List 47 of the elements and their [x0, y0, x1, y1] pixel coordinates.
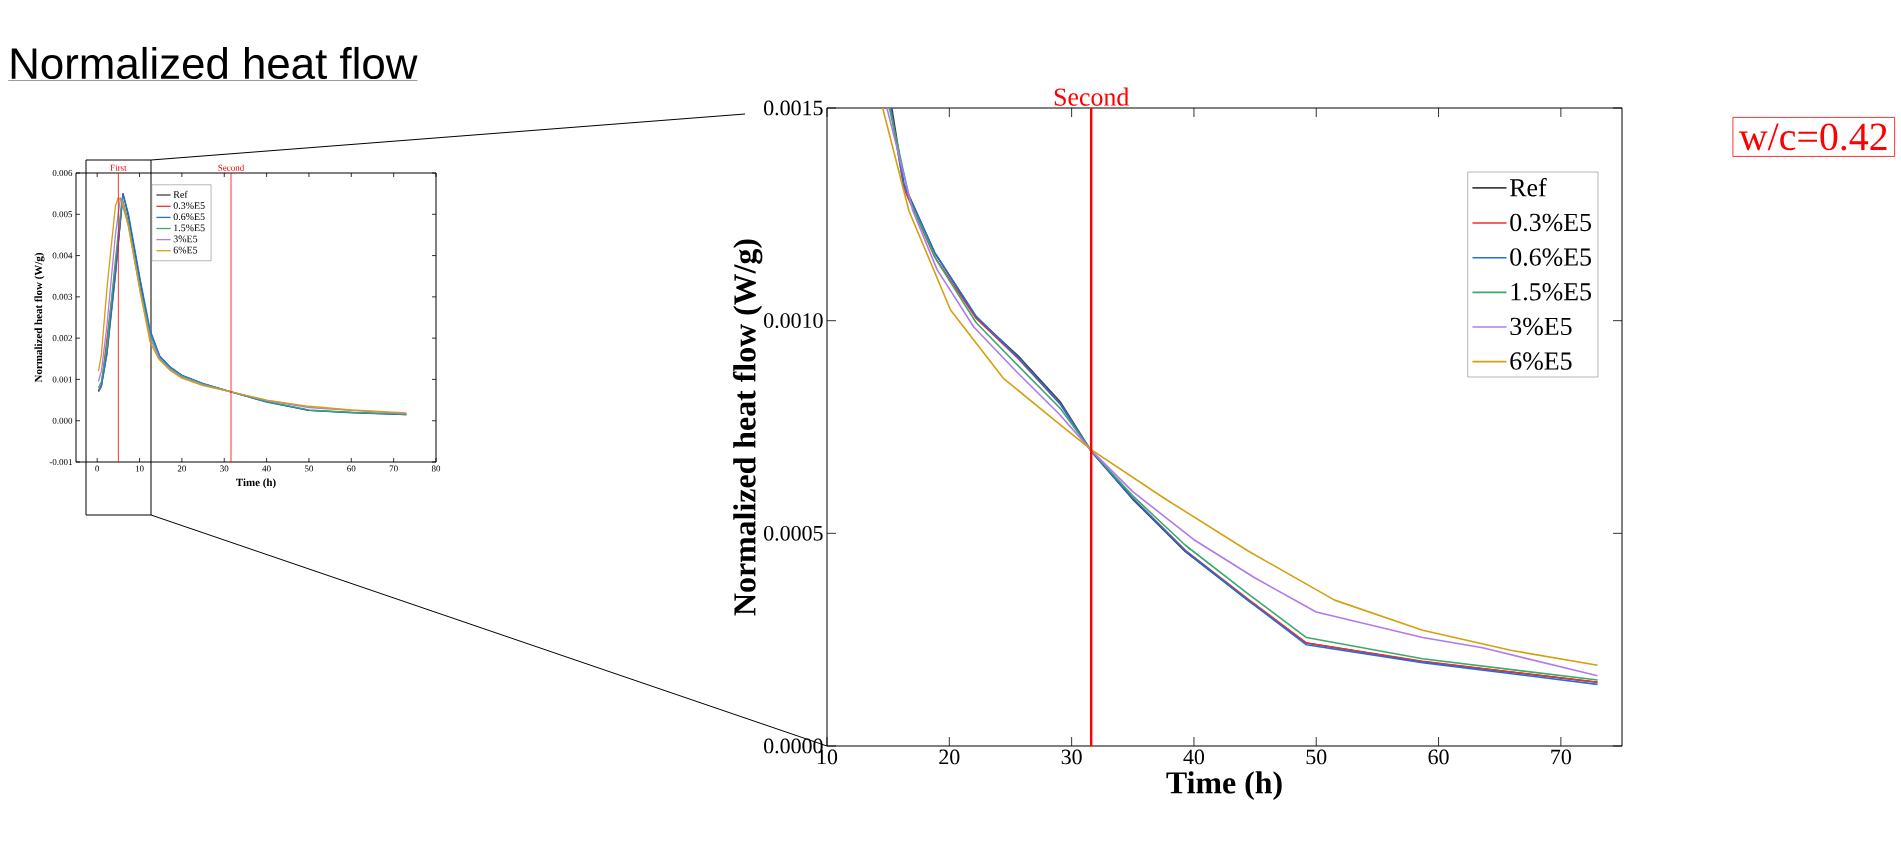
x-axis-title: Time (h): [1166, 771, 1282, 801]
y-tick-label: 0.0015: [764, 100, 823, 116]
y-tick-label: 0.000: [52, 417, 73, 424]
x-tick-label: 60: [347, 465, 356, 472]
legend-label: 3%E5: [1510, 317, 1572, 336]
x-tick-label: 30: [1061, 749, 1082, 765]
ref-line-label: Second: [1054, 87, 1130, 106]
x-tick-label: 20: [939, 749, 960, 765]
legend-label: 0.3%E5: [1510, 213, 1591, 232]
x-tick-label: 80: [431, 465, 441, 472]
legend-label: 0.6%E5: [1510, 248, 1591, 266]
y-tick-label: 0.004: [52, 252, 73, 259]
x-tick-label: 70: [1551, 749, 1571, 765]
x-tick-label: 20: [177, 465, 187, 472]
y-tick-label: -0.001: [49, 458, 72, 466]
x-tick-label: 10: [135, 465, 144, 472]
legend-label: 1.5%E5: [174, 224, 205, 232]
y-tick-label: 0.006: [52, 169, 73, 177]
y-tick-label: 0.002: [52, 335, 72, 342]
x-tick-label: 40: [1183, 749, 1205, 765]
legend-label: 0.6%E5: [173, 213, 205, 221]
legend-label: 6%E5: [173, 246, 198, 254]
legend-label: 1.5%E5: [1511, 282, 1591, 301]
text: w/c=0.42: [1738, 123, 1887, 151]
ref-line-label: First: [110, 164, 127, 171]
legend-label: 6%E5: [1510, 352, 1572, 370]
legend-label: 0.3%E5: [173, 202, 205, 210]
x-tick-label: 30: [220, 465, 229, 472]
y-tick-label: 0.005: [52, 211, 73, 218]
y-axis-title: Normalized heat flow (W/g): [732, 239, 763, 616]
x-tick-label: 40: [262, 465, 271, 472]
x-tick-label: 60: [1428, 749, 1449, 765]
y-tick-label: 0.0005: [764, 525, 823, 541]
y-tick-label: 0.003: [52, 293, 73, 300]
legend-label: Ref: [173, 190, 188, 198]
x-tick-label: 50: [304, 465, 314, 472]
y-tick-label: 0.0010: [764, 313, 823, 329]
ref-line-label: Second: [218, 164, 245, 171]
chart-title: Normalized heat flow: [11, 46, 418, 80]
x-tick-label: 0: [95, 465, 100, 472]
y-tick-label: 0.001: [52, 376, 72, 383]
legend-label: Ref: [1510, 177, 1547, 197]
x-tick-label: 50: [1306, 749, 1327, 765]
y-axis-title: Normalized heat flow (W/g): [34, 253, 45, 383]
x-tick-label: 70: [389, 465, 398, 472]
legend-label: 3%E5: [173, 235, 198, 243]
x-axis-title: Time (h): [236, 478, 276, 489]
